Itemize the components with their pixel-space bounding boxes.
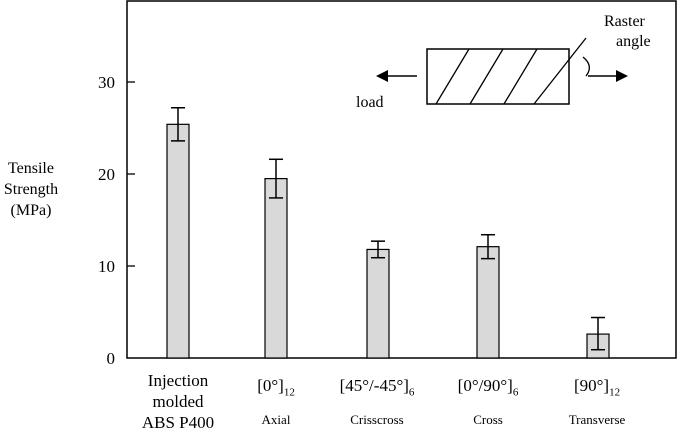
raster-hatch-line <box>435 48 470 105</box>
y-tick-label: 30 <box>98 73 115 92</box>
x-tick-label-subscript: 12 <box>283 386 295 399</box>
bar <box>476 246 500 359</box>
x-tick-label-main: [0°/90°] <box>457 376 513 395</box>
x-tick-label-cross: [0°/90°]6 Cross <box>428 375 548 429</box>
raster-specimen <box>426 48 570 105</box>
load-arrowhead-right <box>616 70 628 82</box>
y-tick-label: 10 <box>98 257 115 276</box>
x-tick-label-line: Injection <box>147 371 209 390</box>
bar <box>366 248 390 359</box>
x-tick-label-sub: Axial <box>261 412 291 428</box>
raster-hatch-line <box>503 48 538 105</box>
y-axis-label-line: Strength <box>3 181 59 198</box>
x-tick-label-sub: Crisscross <box>350 412 404 428</box>
x-tick-label-main: [0°] <box>257 376 284 395</box>
x-tick-label-subscript: 6 <box>408 386 415 399</box>
x-tick-label-line: ABS P400 <box>141 413 215 432</box>
x-tick-label-axial: [0°]12 Axial <box>216 375 336 429</box>
x-tick-label-line: molded <box>152 392 204 411</box>
y-tick-label: 20 <box>98 165 115 184</box>
x-tick-label-main: [90°] <box>573 376 610 395</box>
bar-series <box>166 107 610 359</box>
y-axis-label: Tensile Strength (MPa) <box>0 158 62 221</box>
load-arrowhead-left <box>376 70 388 82</box>
y-tick-label: 0 <box>107 349 116 368</box>
raster-angle-label-line: Raster <box>604 13 645 30</box>
y-axis-label-line: Tensile <box>8 160 54 177</box>
x-tick-label-transverse: [90°]12 Transverse <box>537 375 657 429</box>
raster-angle-label-line: angle <box>616 33 651 50</box>
bar <box>166 123 190 359</box>
bar <box>264 178 288 359</box>
raster-inset-diagram <box>376 37 628 105</box>
raster-angle-arc <box>582 56 590 77</box>
x-tick-label-injection: Injection molded ABS P400 <box>118 370 238 433</box>
y-axis-label-line: (MPa) <box>10 202 52 219</box>
x-tick-label-crisscross: [45°/-45°]6 Crisscross <box>317 375 437 429</box>
x-tick-label-sub: Transverse <box>568 412 626 428</box>
x-tick-label-subscript: 6 <box>512 386 519 399</box>
x-tick-label-subscript: 12 <box>609 386 621 399</box>
x-tick-label-main: [45°/-45°] <box>339 376 409 395</box>
y-axis-ticks: 0 10 20 30 <box>98 73 135 368</box>
x-tick-label-sub: Cross <box>473 412 503 428</box>
raster-angle-label: Raster angle <box>604 12 651 52</box>
raster-hatch-line <box>469 48 504 105</box>
raster-hatch-line <box>533 37 587 105</box>
load-label: load <box>356 94 384 111</box>
plot-frame <box>126 0 677 359</box>
